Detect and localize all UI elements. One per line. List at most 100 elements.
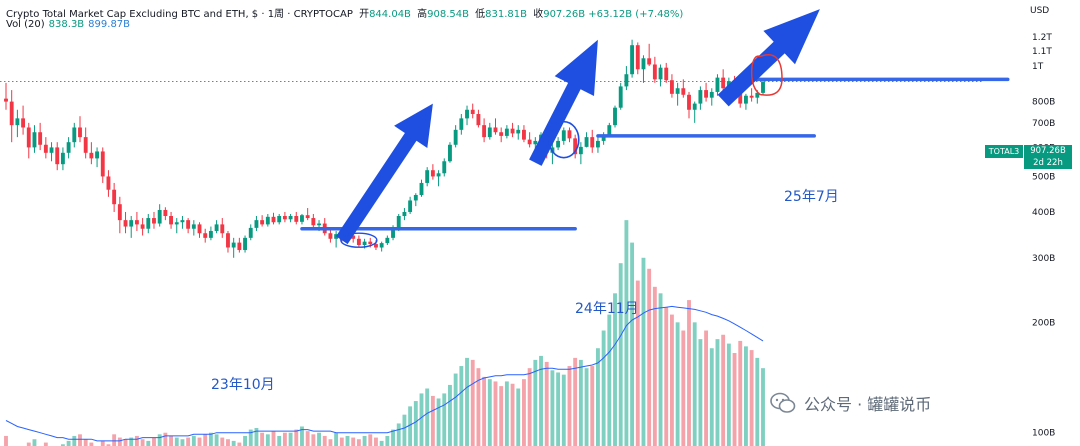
candle <box>32 125 37 153</box>
wechat-logo-icon <box>770 392 796 413</box>
candle <box>254 216 259 231</box>
currency-label[interactable]: USD <box>1030 6 1050 16</box>
candle-body <box>487 127 492 138</box>
candle <box>157 204 162 227</box>
candle <box>664 62 669 83</box>
candle-body <box>413 194 418 201</box>
close-value: 907.26B <box>543 9 586 20</box>
candle <box>248 224 253 241</box>
candle-body <box>630 45 635 75</box>
candle <box>21 105 26 135</box>
candle-body <box>425 170 430 183</box>
volume-bar <box>487 379 492 446</box>
volume-bar <box>641 257 646 446</box>
volume-bar <box>453 373 458 446</box>
candle-body <box>635 45 640 70</box>
volume-bar <box>271 431 276 446</box>
candle <box>527 132 532 148</box>
candle-body <box>294 216 299 222</box>
candle-body <box>26 127 31 148</box>
volume-bar <box>658 293 663 446</box>
candle <box>72 122 77 148</box>
candle-body <box>15 118 20 126</box>
candle <box>561 127 566 145</box>
candle-body <box>180 220 185 223</box>
candle-body <box>596 140 600 148</box>
volume-bar <box>106 444 111 446</box>
candle <box>675 82 680 106</box>
candle-body <box>112 189 117 205</box>
volume-bar <box>282 432 287 446</box>
candle-body <box>106 176 111 190</box>
candle <box>647 43 652 67</box>
volume-bar <box>288 432 293 446</box>
volume-bar <box>761 368 765 446</box>
candle-body <box>675 88 680 94</box>
volume-bar <box>294 429 299 446</box>
candle-body <box>522 129 526 140</box>
candle <box>630 39 635 78</box>
candle-body <box>248 227 253 238</box>
candle-body <box>89 152 94 159</box>
candle <box>95 147 100 168</box>
volume-value: 838.3B <box>48 19 85 30</box>
candle <box>311 213 316 229</box>
candle-body <box>328 233 333 239</box>
candle-body <box>356 238 361 246</box>
candle <box>265 213 270 227</box>
volume-bar <box>630 242 635 446</box>
candle-body <box>692 103 697 110</box>
volume-bar <box>448 384 452 446</box>
volume-bar <box>425 388 430 446</box>
chart-header: Crypto Total Market Cap Excluding BTC an… <box>6 5 683 20</box>
candle <box>499 127 504 143</box>
candle <box>15 109 20 138</box>
candle-body <box>60 152 65 165</box>
volume-bar <box>516 388 521 446</box>
y-tick-label: 800B <box>1032 98 1055 108</box>
candle <box>436 170 441 187</box>
volume-bar <box>732 352 737 446</box>
volume-ma-line <box>5 305 764 442</box>
candle-body <box>146 218 151 229</box>
volume-bar <box>260 432 265 446</box>
candle <box>578 142 583 165</box>
y-tick-label: 100B <box>1032 429 1055 439</box>
candle-body <box>510 128 515 134</box>
volume-bar <box>687 300 691 446</box>
volume-bar <box>265 434 270 446</box>
volume-bar <box>379 440 384 446</box>
volume-ma-value: 899.87B <box>88 19 131 30</box>
candle-body <box>21 118 26 128</box>
candle <box>698 86 703 110</box>
candle-body <box>499 132 504 136</box>
candle-body <box>533 140 538 145</box>
candle-body <box>254 220 259 228</box>
candle-body <box>197 224 202 234</box>
candle-body <box>698 90 703 104</box>
volume-bar <box>311 434 316 446</box>
change-value: +63.12B (+7.48%) <box>588 9 684 20</box>
candle <box>590 129 595 153</box>
candle-body <box>743 95 748 104</box>
volume-bar <box>436 398 441 446</box>
candle-body <box>265 216 270 225</box>
candle <box>522 125 526 143</box>
volume-bar <box>413 401 418 446</box>
candle-body <box>117 204 122 221</box>
volume-bar <box>743 346 748 446</box>
volume-bar <box>669 314 674 446</box>
candle <box>704 82 709 102</box>
candle <box>442 158 447 177</box>
candle-body <box>385 237 390 244</box>
candle <box>55 142 60 171</box>
candle-body <box>613 107 617 126</box>
volume-bar <box>681 330 686 446</box>
candle <box>430 164 435 180</box>
volume-bar <box>254 428 259 446</box>
candle <box>658 64 663 87</box>
candle <box>453 125 458 148</box>
volume-bar <box>345 435 350 446</box>
y-tick-label: 500B <box>1032 172 1055 182</box>
